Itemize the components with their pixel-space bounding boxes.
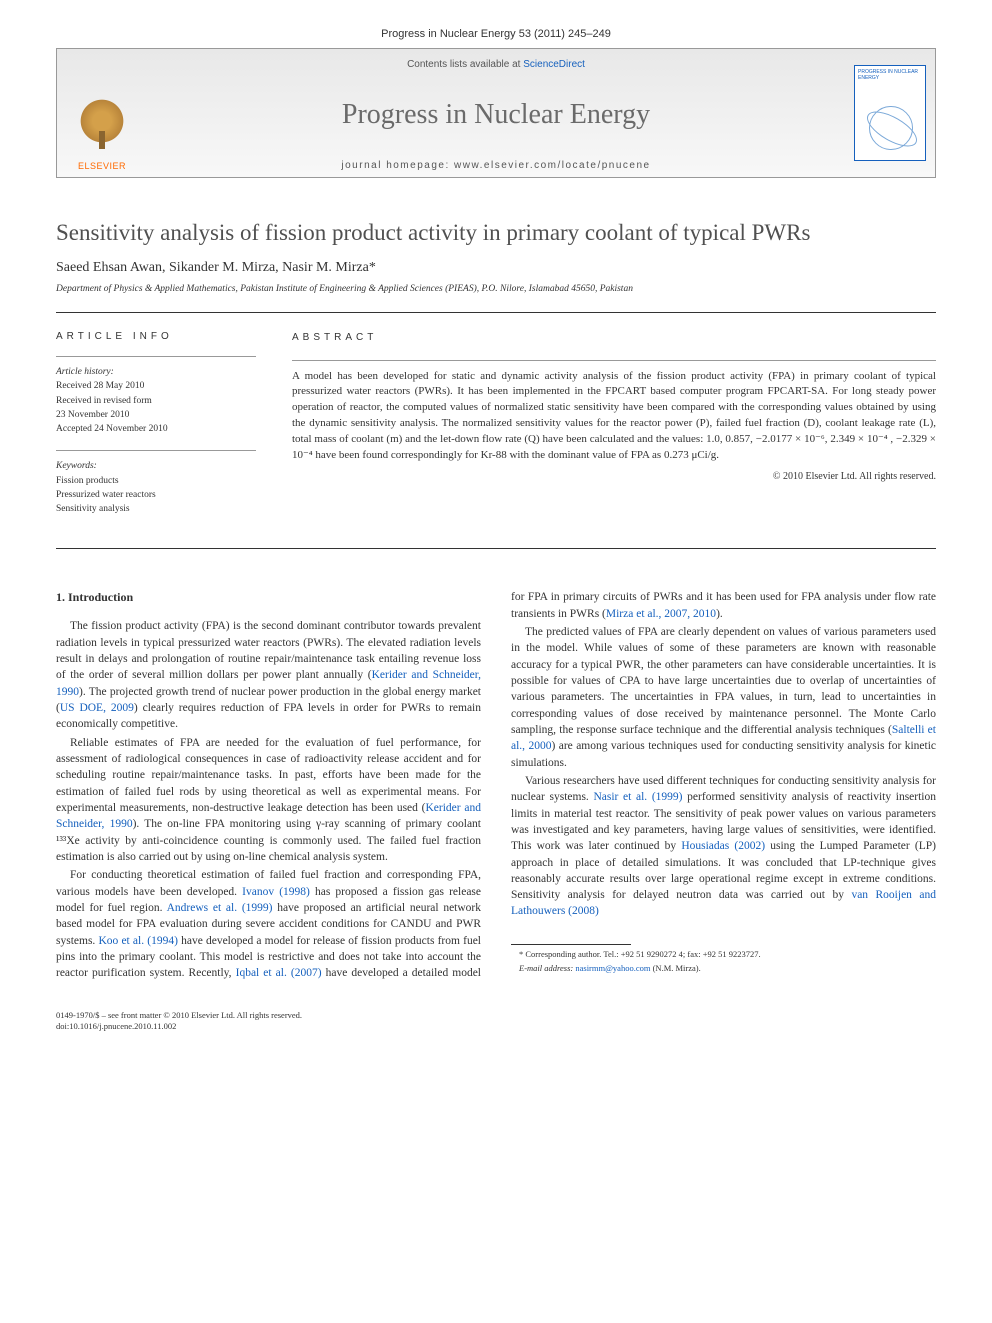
email-link[interactable]: nasirmm@yahoo.com (575, 963, 650, 973)
history-line: Received 28 May 2010 (56, 381, 144, 391)
mid-divider (56, 548, 936, 549)
banner-right: PROGRESS IN NUCLEAR ENERGY (845, 49, 935, 177)
history-line: 23 November 2010 (56, 410, 129, 420)
history-line: Received in revised form (56, 396, 152, 406)
article-title: Sensitivity analysis of fission product … (56, 220, 936, 246)
keyword: Pressurized water reactors (56, 490, 156, 500)
abstract-divider (292, 360, 936, 361)
corresponding-author-footnote: * Corresponding author. Tel.: +92 51 929… (511, 949, 936, 975)
citation-link[interactable]: Mirza et al., 2007, 2010 (606, 608, 716, 620)
journal-reference: Progress in Nuclear Energy 53 (2011) 245… (56, 28, 936, 40)
info-divider-2 (56, 450, 256, 451)
email-label: E-mail address: (519, 963, 575, 973)
keyword: Sensitivity analysis (56, 504, 130, 514)
journal-cover-thumbnail[interactable]: PROGRESS IN NUCLEAR ENERGY (854, 65, 926, 161)
body-paragraph: Various researchers have used different … (511, 773, 936, 920)
body-paragraph: Reliable estimates of FPA are needed for… (56, 735, 481, 866)
journal-banner: ELSEVIER Contents lists available at Sci… (56, 48, 936, 178)
abstract-label: ABSTRACT (292, 331, 936, 346)
section-heading: 1. Introduction (56, 589, 481, 606)
citation-link[interactable]: Nasir et al. (1999) (593, 791, 682, 803)
body-text: 1. Introduction The fission product acti… (56, 589, 936, 981)
contents-prefix: Contents lists available at (407, 59, 523, 70)
cover-label: PROGRESS IN NUCLEAR ENERGY (858, 69, 918, 81)
homepage-prefix: journal homepage: (341, 160, 454, 171)
atom-icon (869, 106, 913, 150)
footnote-corr: * Corresponding author. Tel.: +92 51 929… (511, 949, 936, 961)
footnote-email-line: E-mail address: nasirmm@yahoo.com (N.M. … (511, 963, 936, 975)
body-paragraph: The fission product activity (FPA) is th… (56, 618, 481, 732)
article-history-block: Article history: Received 28 May 2010 Re… (56, 365, 256, 436)
contents-available-line: Contents lists available at ScienceDirec… (157, 59, 835, 70)
citation-link[interactable]: Ivanov (1998) (242, 886, 310, 898)
elsevier-tree-icon (72, 97, 132, 157)
keywords-block: Keywords: Fission products Pressurized w… (56, 459, 256, 516)
journal-title: Progress in Nuclear Energy (157, 99, 835, 131)
info-divider-1 (56, 356, 256, 357)
author-list: Saeed Ehsan Awan, Sikander M. Mirza, Nas… (56, 260, 936, 276)
citation-link[interactable]: Andrews et al. (1999) (167, 902, 273, 914)
email-suffix: (N.M. Mirza). (650, 963, 700, 973)
footnote-separator (511, 944, 631, 945)
abstract-copyright: © 2010 Elsevier Ltd. All rights reserved… (292, 470, 936, 485)
front-matter-line: 0149-1970/$ – see front matter © 2010 El… (56, 1010, 936, 1022)
article-info-label: ARTICLE INFO (56, 331, 256, 342)
bottom-bar: 0149-1970/$ – see front matter © 2010 El… (56, 1010, 936, 1034)
abstract-text: A model has been developed for static an… (292, 369, 936, 465)
article-info-column: ARTICLE INFO Article history: Received 2… (56, 331, 256, 530)
page-container: Progress in Nuclear Energy 53 (2011) 245… (0, 0, 992, 1073)
banner-center: Contents lists available at ScienceDirec… (147, 49, 845, 177)
sciencedirect-link[interactable]: ScienceDirect (523, 59, 585, 70)
homepage-url[interactable]: www.elsevier.com/locate/pnucene (454, 160, 651, 171)
keyword: Fission products (56, 476, 119, 486)
keywords-header: Keywords: (56, 459, 256, 473)
doi-line: doi:10.1016/j.pnucene.2010.11.002 (56, 1021, 936, 1033)
affiliation: Department of Physics & Applied Mathemat… (56, 284, 936, 294)
citation-link[interactable]: Koo et al. (1994) (98, 935, 177, 947)
citation-link[interactable]: Iqbal et al. (2007) (236, 967, 322, 979)
publisher-logo-block: ELSEVIER (57, 49, 147, 177)
homepage-line: journal homepage: www.elsevier.com/locat… (157, 160, 835, 171)
citation-link[interactable]: US DOE, 2009 (60, 702, 134, 714)
citation-link[interactable]: Housiadas (2002) (681, 840, 765, 852)
history-header: Article history: (56, 365, 256, 379)
body-paragraph: The predicted values of FPA are clearly … (511, 624, 936, 771)
info-abstract-row: ARTICLE INFO Article history: Received 2… (56, 313, 936, 548)
abstract-column: ABSTRACT A model has been developed for … (292, 331, 936, 530)
publisher-label: ELSEVIER (78, 161, 126, 171)
history-line: Accepted 24 November 2010 (56, 424, 168, 434)
